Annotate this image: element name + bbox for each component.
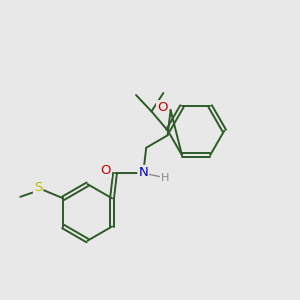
Text: H: H (161, 173, 169, 183)
Text: O: O (100, 164, 111, 177)
Text: N: N (138, 166, 148, 179)
Text: S: S (34, 181, 42, 194)
Text: O: O (157, 101, 167, 114)
